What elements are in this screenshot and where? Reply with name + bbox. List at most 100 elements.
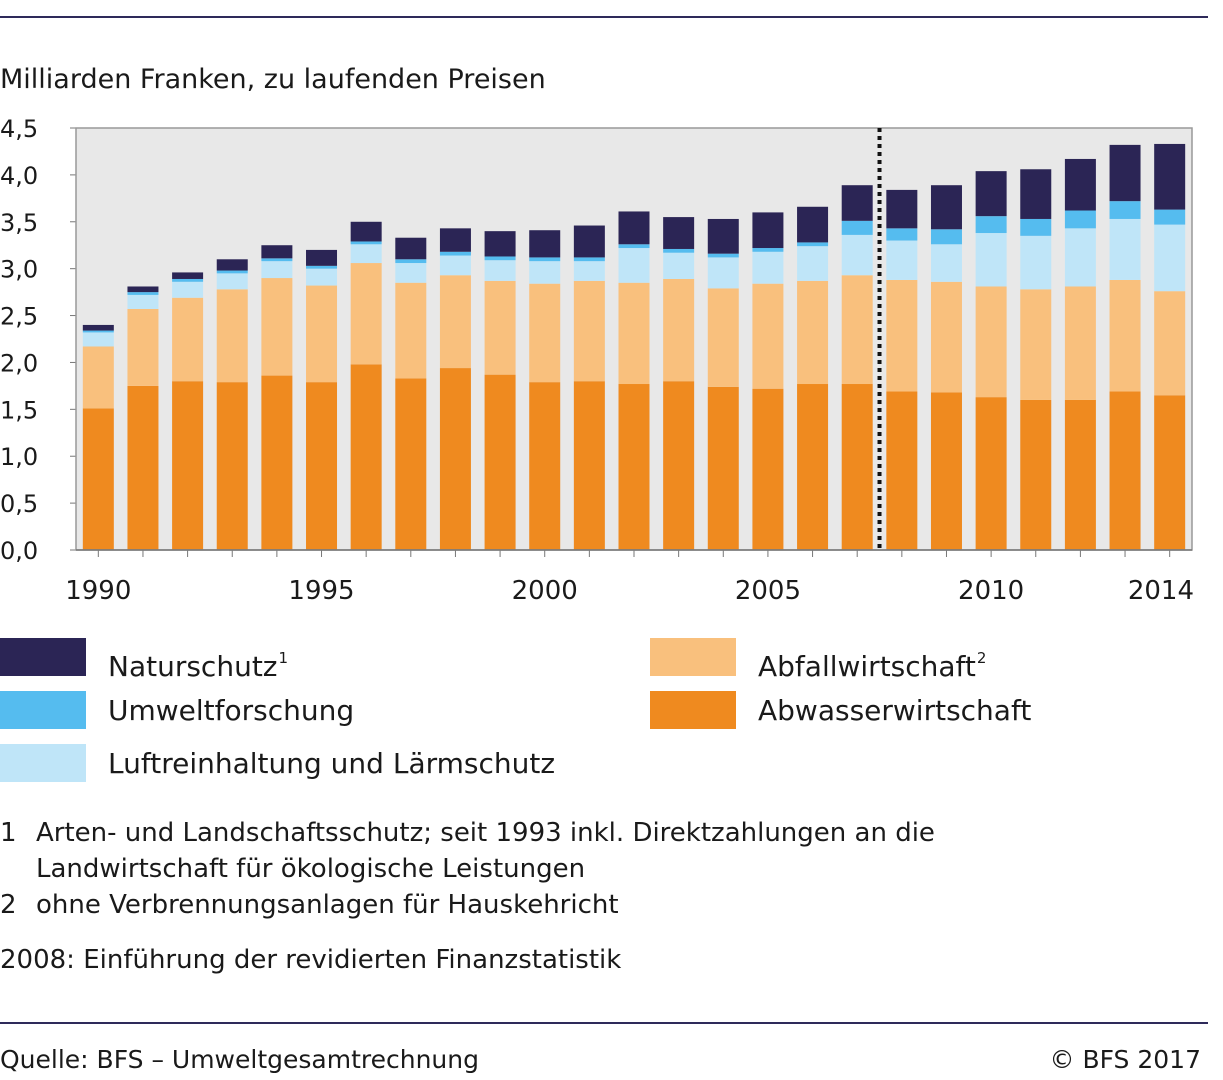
footnote-1: 1 Arten- und Landschaftsschutz; seit 199… xyxy=(0,815,1096,887)
bar-2005-abwasserwirtschaft xyxy=(752,388,784,550)
bar-2001-abfallwirtschaft xyxy=(573,280,605,382)
bar-2006-naturschutz xyxy=(797,206,829,243)
bar-2011-umweltforschung xyxy=(1020,218,1052,236)
bar-2009-abfallwirtschaft xyxy=(930,281,962,393)
bar-1998-naturschutz xyxy=(439,228,471,252)
bar-2008-umweltforschung xyxy=(886,228,918,241)
bar-2013-naturschutz xyxy=(1109,144,1141,202)
bar-2011-abwasserwirtschaft xyxy=(1020,399,1052,550)
bar-1993-abwasserwirtschaft xyxy=(216,382,248,550)
bar-2010-umweltforschung xyxy=(975,216,1007,234)
bar-2007-abwasserwirtschaft xyxy=(841,384,873,550)
legend-swatch-umweltforschung xyxy=(0,691,86,729)
bar-2000-umweltforschung xyxy=(529,257,561,262)
bar-2001-luftreinhaltung-und-l-rmschutz xyxy=(573,261,605,281)
bar-1990-umweltforschung xyxy=(82,330,114,333)
y-tick-label: 1,0 xyxy=(0,443,38,471)
footnote-number: 2 xyxy=(0,890,17,920)
bar-1993-luftreinhaltung-und-l-rmschutz xyxy=(216,273,248,290)
bar-1992-luftreinhaltung-und-l-rmschutz xyxy=(172,281,204,298)
legend-swatch-abwasserwirtschaft xyxy=(650,691,736,729)
bar-2002-naturschutz xyxy=(618,211,650,245)
bar-2007-abfallwirtschaft xyxy=(841,275,873,385)
bar-2014-luftreinhaltung-und-l-rmschutz xyxy=(1154,224,1186,292)
bar-2005-naturschutz xyxy=(752,212,784,249)
copyright: © BFS 2017 xyxy=(1049,1045,1201,1074)
footnote-ref-1: 1 xyxy=(278,649,289,667)
bar-2003-luftreinhaltung-und-l-rmschutz xyxy=(663,252,695,279)
bar-2009-umweltforschung xyxy=(930,229,962,245)
bar-1994-umweltforschung xyxy=(261,258,293,262)
bar-1994-abfallwirtschaft xyxy=(261,278,293,376)
bar-2000-abwasserwirtschaft xyxy=(529,382,561,550)
bar-2010-naturschutz xyxy=(975,171,1007,217)
y-axis-unit-label: Milliarden Franken, zu laufenden Preisen xyxy=(0,64,546,95)
bar-2009-abwasserwirtschaft xyxy=(930,392,962,550)
stacked-bar-chart: 0,0 0,5 1,0 1,5 2,0 2,5 3,0 3,5 4,0 4,5 1990 1995 20… xyxy=(0,115,1194,606)
footnote-text: Arten- und Landschaftsschutz; seit 1993 … xyxy=(36,818,935,884)
bar-2004-abfallwirtschaft xyxy=(707,288,739,387)
source-note: Quelle: BFS – Umweltgesamtrechnung xyxy=(0,1045,479,1074)
y-tick-label: 2,0 xyxy=(0,349,38,377)
bar-1998-umweltforschung xyxy=(439,251,471,256)
bar-2010-abwasserwirtschaft xyxy=(975,397,1007,550)
bar-2000-naturschutz xyxy=(529,230,561,258)
bar-2003-umweltforschung xyxy=(663,248,695,253)
bar-2013-abfallwirtschaft xyxy=(1109,279,1141,392)
legend-label-abfallwirtschaft: Abfallwirtschaft xyxy=(758,650,976,683)
bar-2004-umweltforschung xyxy=(707,253,739,258)
footnotes: 1 Arten- und Landschaftsschutz; seit 199… xyxy=(0,815,1096,923)
x-tick-label: 1995 xyxy=(288,576,354,606)
bar-1998-abwasserwirtschaft xyxy=(439,368,471,550)
bar-1998-abfallwirtschaft xyxy=(439,275,471,369)
y-tick-label: 4,0 xyxy=(0,162,38,190)
bar-2014-abwasserwirtschaft xyxy=(1154,395,1186,550)
y-tick-label: 3,0 xyxy=(0,256,38,284)
bar-1997-abwasserwirtschaft xyxy=(395,378,427,550)
bar-2005-abfallwirtschaft xyxy=(752,283,784,389)
bar-2008-abfallwirtschaft xyxy=(886,279,918,392)
bar-2005-luftreinhaltung-und-l-rmschutz xyxy=(752,251,784,284)
legend-swatch-luftreinhaltung xyxy=(0,744,86,782)
bar-1991-umweltforschung xyxy=(127,292,159,295)
bar-2006-abfallwirtschaft xyxy=(797,280,829,385)
bar-2001-abwasserwirtschaft xyxy=(573,381,605,550)
legend-swatch-naturschutz xyxy=(0,638,86,676)
bar-1998-luftreinhaltung-und-l-rmschutz xyxy=(439,255,471,276)
bar-2004-abwasserwirtschaft xyxy=(707,386,739,550)
bar-1994-abwasserwirtschaft xyxy=(261,375,293,550)
bar-2011-naturschutz xyxy=(1020,169,1052,219)
footnote-text: ohne Verbrennungsanlagen für Hauskehrich… xyxy=(36,890,619,920)
bar-1999-umweltforschung xyxy=(484,256,516,261)
bar-2007-luftreinhaltung-und-l-rmschutz xyxy=(841,234,873,276)
bar-2006-abwasserwirtschaft xyxy=(797,384,829,550)
bar-1990-abwasserwirtschaft xyxy=(82,408,114,550)
bar-1995-naturschutz xyxy=(306,249,338,266)
bar-1992-umweltforschung xyxy=(172,278,204,282)
x-tick-label: 2014 xyxy=(1128,576,1194,606)
bar-1993-umweltforschung xyxy=(216,270,248,274)
bar-1993-abfallwirtschaft xyxy=(216,289,248,383)
bar-2001-naturschutz xyxy=(573,225,605,258)
bar-2014-abfallwirtschaft xyxy=(1154,291,1186,396)
y-tick-label: 3,5 xyxy=(0,209,38,237)
bar-1995-umweltforschung xyxy=(306,265,338,269)
bar-1994-naturschutz xyxy=(261,245,293,259)
bar-2006-luftreinhaltung-und-l-rmschutz xyxy=(797,246,829,281)
bar-2010-luftreinhaltung-und-l-rmschutz xyxy=(975,233,1007,287)
legend-label-abwasserwirtschaft: Abwasserwirtschaft xyxy=(758,694,1032,727)
bar-1997-naturschutz xyxy=(395,237,427,260)
bar-2012-abfallwirtschaft xyxy=(1064,286,1096,400)
bar-2002-abfallwirtschaft xyxy=(618,282,650,385)
bar-2014-naturschutz xyxy=(1154,143,1186,210)
bar-1990-naturschutz xyxy=(82,324,114,331)
bar-1991-abfallwirtschaft xyxy=(127,308,159,386)
footnote-ref-2: 2 xyxy=(976,649,987,667)
bar-2011-abfallwirtschaft xyxy=(1020,289,1052,400)
bar-2004-luftreinhaltung-und-l-rmschutz xyxy=(707,257,739,289)
footnote-number: 1 xyxy=(0,818,17,848)
bar-2004-naturschutz xyxy=(707,218,739,254)
x-tick-label: 2000 xyxy=(512,576,578,606)
bar-2003-abwasserwirtschaft xyxy=(663,381,695,550)
bar-2012-luftreinhaltung-und-l-rmschutz xyxy=(1064,228,1096,287)
